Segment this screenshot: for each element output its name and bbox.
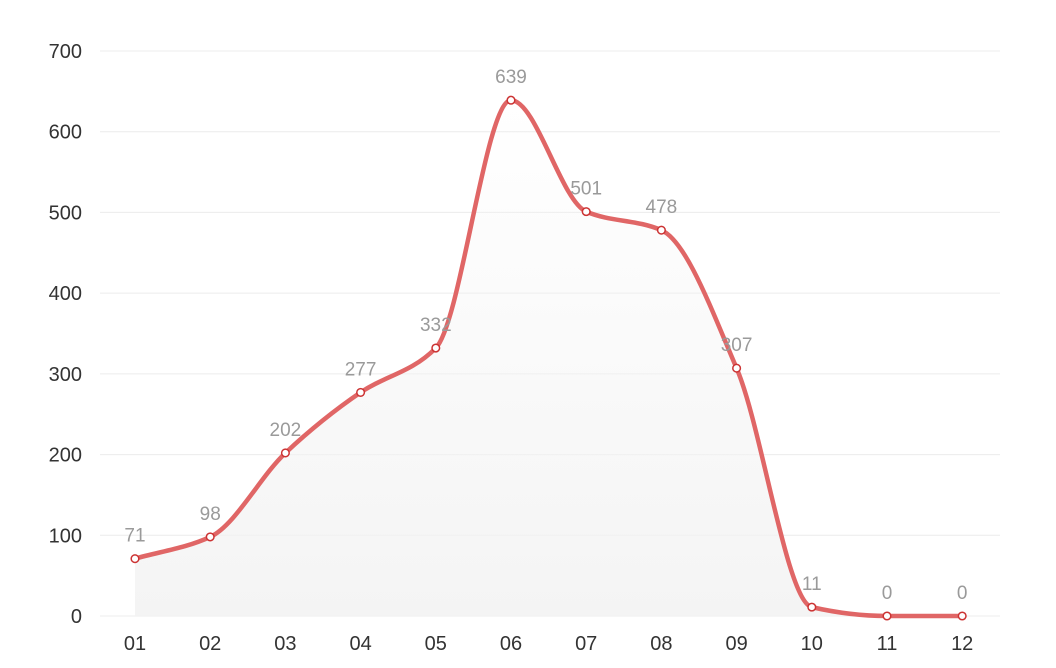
data-point[interactable] (957, 611, 967, 621)
data-label: 0 (957, 583, 968, 604)
data-point[interactable] (732, 363, 742, 373)
x-tick-label: 07 (575, 633, 597, 655)
y-tick-label: 300 (49, 364, 82, 386)
data-label: 11 (802, 574, 822, 595)
x-tick-label: 01 (124, 633, 146, 655)
x-tick-label: 05 (425, 633, 447, 655)
data-point[interactable] (280, 448, 290, 458)
x-tick-label: 12 (951, 633, 973, 655)
data-label: 0 (882, 583, 893, 604)
series-area (135, 100, 963, 616)
x-tick-label: 08 (650, 633, 672, 655)
y-tick-label: 100 (49, 525, 82, 547)
data-point[interactable] (205, 532, 215, 542)
data-point[interactable] (581, 207, 591, 217)
data-point[interactable] (506, 95, 516, 105)
x-tick-label: 02 (199, 633, 221, 655)
x-tick-label: 04 (349, 633, 371, 655)
data-labels: 71 98 202 277 332 639 501 478 307 11 0 0 (124, 67, 967, 604)
y-tick-label: 200 (49, 445, 82, 467)
x-tick-label: 03 (274, 633, 296, 655)
y-tick-label: 0 (71, 606, 82, 628)
data-point[interactable] (882, 611, 892, 621)
data-point[interactable] (807, 602, 817, 612)
data-point[interactable] (130, 554, 140, 564)
data-label: 71 (124, 526, 145, 547)
y-tick-label: 700 (49, 41, 82, 63)
y-tick-label: 600 (49, 122, 82, 144)
data-points (130, 95, 967, 621)
y-tick-label: 500 (49, 202, 82, 224)
data-label: 332 (420, 315, 452, 336)
x-tick-label: 11 (877, 633, 898, 655)
data-label: 501 (570, 179, 602, 200)
x-axis-ticks: 01 02 03 04 05 06 07 08 09 10 11 12 (124, 633, 973, 655)
x-tick-label: 10 (801, 633, 823, 655)
area-fill (135, 100, 963, 616)
data-point[interactable] (356, 387, 366, 397)
data-point[interactable] (656, 225, 666, 235)
x-tick-label: 09 (725, 633, 747, 655)
x-tick-label: 06 (500, 633, 522, 655)
data-label: 98 (200, 504, 221, 525)
y-tick-label: 400 (49, 283, 82, 305)
data-label: 277 (345, 359, 377, 380)
data-label: 478 (646, 197, 678, 218)
data-label: 202 (270, 420, 302, 441)
data-label: 639 (495, 67, 527, 88)
data-point[interactable] (431, 343, 441, 353)
y-axis-ticks: 0 100 200 300 400 500 600 700 (49, 41, 82, 628)
data-label: 307 (721, 335, 753, 356)
